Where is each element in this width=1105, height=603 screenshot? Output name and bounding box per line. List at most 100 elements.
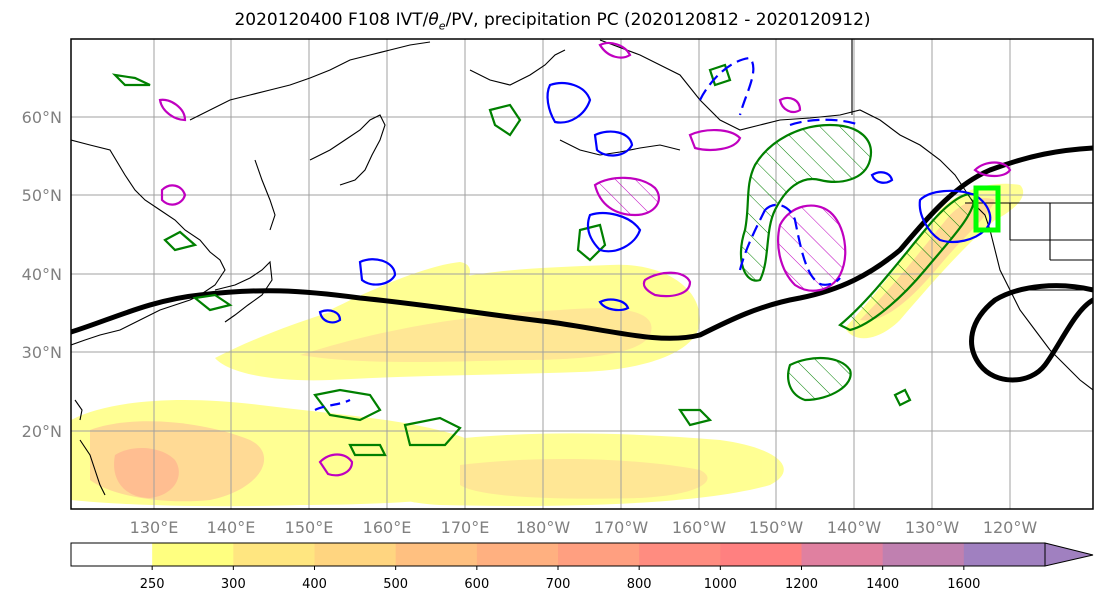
map-frame <box>70 38 1094 510</box>
colorbar-cell-4 <box>395 543 478 566</box>
colorbar-cell-6 <box>558 543 640 566</box>
blue-6 <box>598 298 630 312</box>
lon-label-150w: 150°W <box>749 518 804 537</box>
colorbar-cell-3 <box>314 543 397 566</box>
colorbar-labels: 250 300 400 500 600 700 800 1000 1200 1400 1600 <box>140 566 980 592</box>
shading-south-inner <box>460 458 708 499</box>
blue-dashed-gulf <box>699 56 861 127</box>
blue-3 <box>593 130 634 157</box>
coastlines <box>71 39 1093 496</box>
lon-label-130e: 130°E <box>130 518 179 537</box>
mag-7 <box>160 184 187 206</box>
coast-kamchatka <box>309 114 386 186</box>
colorbar-label-700: 700 <box>546 577 571 592</box>
lon-label-160w: 160°W <box>672 518 727 537</box>
green-west-1 <box>313 388 382 422</box>
lon-label-130w: 130°W <box>905 518 960 537</box>
colorbar-cells <box>71 543 1046 566</box>
green-subtropic <box>787 356 852 402</box>
blue-2 <box>546 82 592 124</box>
mag-4 <box>688 129 742 151</box>
coast-philippines <box>79 439 106 496</box>
title-theta-symbol: θ <box>428 10 439 30</box>
colorbar-label-1600: 1600 <box>947 577 980 592</box>
green-west-3 <box>488 103 522 137</box>
green-mid-1 <box>893 388 912 407</box>
title-subscript: e <box>438 19 446 33</box>
colorbar-label-1000: 1000 <box>704 577 737 592</box>
colorbar-label-600: 600 <box>464 577 489 592</box>
theta-e-contours <box>71 145 1093 383</box>
green-west-5 <box>111 73 151 87</box>
map-content <box>71 39 1093 509</box>
blue-contours <box>314 56 992 411</box>
precipitation-shading <box>71 183 1024 507</box>
green-mid-4 <box>348 443 387 457</box>
theta-e-main <box>71 145 1093 341</box>
mag-10 <box>598 41 632 59</box>
lon-label-170e: 170°E <box>441 518 490 537</box>
coast-asia <box>71 139 226 346</box>
green-west-4 <box>576 223 607 262</box>
colorbar-extend-arrow <box>1044 542 1094 567</box>
graticule <box>71 39 1093 509</box>
blue-dashed-ar <box>738 203 841 286</box>
colorbar: 250 300 400 500 600 700 800 1000 1200 1400 1600 <box>70 542 1094 592</box>
blue-5 <box>358 258 397 286</box>
colorbar-cell-7 <box>639 543 721 566</box>
colorbar-label-1200: 1200 <box>785 577 818 592</box>
lon-label-150e: 150°E <box>285 518 334 537</box>
coast-japan <box>214 260 273 323</box>
lat-label-30: 30°N <box>22 343 62 362</box>
mag-6 <box>158 98 187 122</box>
colorbar-cell-5 <box>476 543 559 566</box>
lat-label-20: 20°N <box>22 422 62 441</box>
lon-label-160e: 160°E <box>363 518 412 537</box>
colorbar-cell-11 <box>963 543 1046 566</box>
coast-sakhalin <box>254 159 276 231</box>
colorbar-label-800: 800 <box>627 577 652 592</box>
latitude-labels: 20°N 30°N 40°N 50°N 60°N <box>22 108 62 441</box>
mag-3 <box>642 271 692 298</box>
mag-5 <box>318 453 354 477</box>
lat-label-40: 40°N <box>22 265 62 284</box>
mag-8 <box>973 161 1012 178</box>
colorbar-label-1400: 1400 <box>866 577 899 592</box>
green-contours <box>111 63 977 457</box>
theta-e-loop <box>969 283 1093 383</box>
colorbar-label-400: 400 <box>302 577 327 592</box>
colorbar-cell-2 <box>233 543 315 566</box>
green-west-6 <box>163 230 198 252</box>
green-west-7 <box>192 293 233 312</box>
lon-label-140w: 140°W <box>827 518 882 537</box>
coast-alaska <box>599 39 1093 391</box>
shading-upper-band <box>330 262 470 318</box>
lon-label-120w: 120°W <box>983 518 1038 537</box>
lon-label-170w: 170°W <box>594 518 649 537</box>
title-prefix: 2020120400 F108 IVT/ <box>234 10 429 30</box>
lon-label-140e: 140°E <box>207 518 256 537</box>
green-gulf-alaska <box>740 123 873 282</box>
target-box <box>973 185 1001 233</box>
coast-chukotka <box>469 49 566 86</box>
green-mid-3 <box>677 408 713 427</box>
colorbar-cell-9 <box>801 543 884 566</box>
colorbar-cell-1 <box>152 543 234 566</box>
coast-aleutians <box>559 139 681 156</box>
mag-ar-1 <box>777 204 847 292</box>
colorbar-label-250: 250 <box>140 577 165 592</box>
shading-west-pool-core <box>114 448 179 498</box>
colorbar-cell-10 <box>882 543 965 566</box>
longitude-labels: 130°E 140°E 150°E 160°E 170°E 180°W 170°… <box>130 518 1038 537</box>
mag-9 <box>778 96 802 114</box>
figure-title: 2020120400 F108 IVT/θe/PV, precipitation… <box>0 10 1105 32</box>
blue-dashed-south <box>314 399 351 411</box>
colorbar-label-500: 500 <box>383 577 408 592</box>
blue-8 <box>870 171 894 184</box>
colorbar-label-300: 300 <box>221 577 246 592</box>
colorbar-cell-8 <box>720 543 802 566</box>
lat-label-50: 50°N <box>22 186 62 205</box>
lat-label-60: 60°N <box>22 108 62 127</box>
title-suffix: /PV, precipitation PC (2020120812 - 2020… <box>445 10 871 30</box>
